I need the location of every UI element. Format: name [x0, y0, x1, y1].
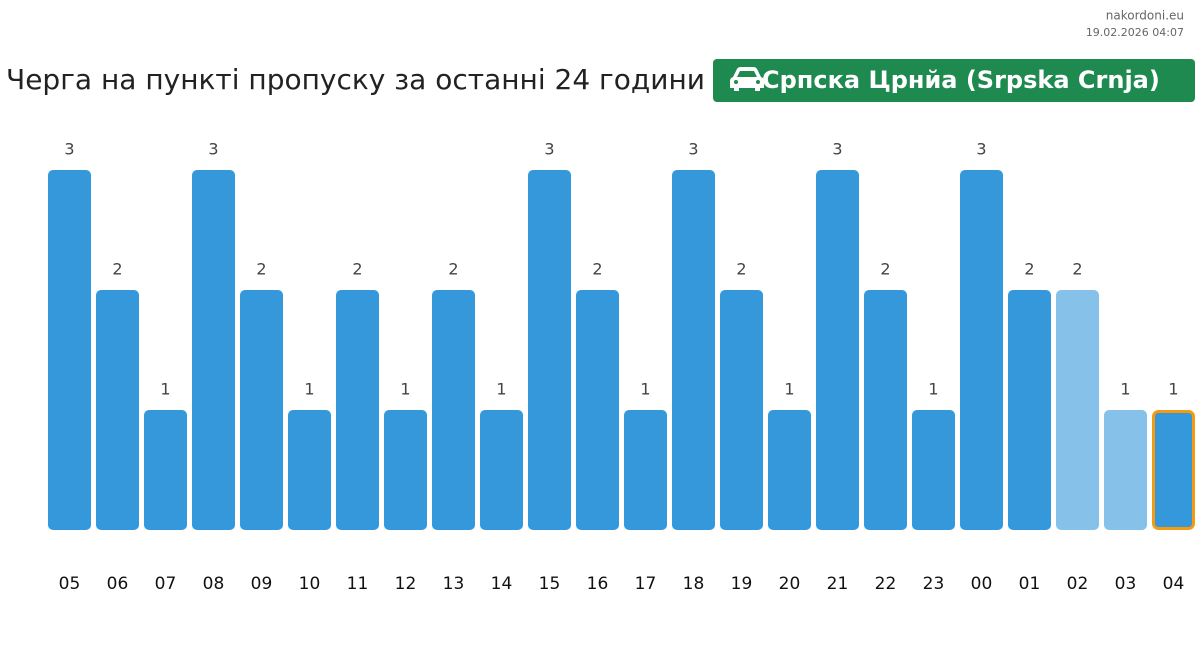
bar: [576, 290, 619, 530]
x-tick-label: 12: [395, 574, 417, 594]
x-tick-label: 05: [59, 574, 81, 594]
value-label: 1: [160, 380, 170, 399]
value-label: 1: [400, 380, 410, 399]
value-label: 1: [496, 380, 506, 399]
bar: [432, 290, 475, 530]
value-label: 3: [544, 140, 554, 159]
x-tick-label: 15: [539, 574, 561, 594]
bar: [192, 170, 235, 530]
value-label: 1: [640, 380, 650, 399]
site-name: nakordoni.eu: [1106, 9, 1184, 23]
x-tick-label: 09: [251, 574, 273, 594]
bar: [1008, 290, 1051, 530]
x-tick-label: 18: [683, 574, 705, 594]
timestamp: 19.02.2026 04:07: [1086, 26, 1184, 39]
value-label: 1: [1168, 380, 1178, 399]
chart-title: Черга на пункті пропуску за останні 24 г…: [6, 63, 705, 96]
value-label: 2: [352, 260, 362, 279]
x-tick-label: 11: [347, 574, 369, 594]
car-icon: [730, 67, 764, 91]
x-tick-label: 08: [203, 574, 225, 594]
x-tick-label: 20: [779, 574, 801, 594]
bar: [144, 410, 187, 530]
value-label: 3: [64, 140, 74, 159]
value-label: 1: [784, 380, 794, 399]
bar: [480, 410, 523, 530]
value-label: 2: [256, 260, 266, 279]
x-tick-label: 16: [587, 574, 609, 594]
value-label: 1: [1120, 380, 1130, 399]
x-tick-label: 07: [155, 574, 177, 594]
x-tick-label: 19: [731, 574, 753, 594]
bar: [336, 290, 379, 530]
value-label: 2: [880, 260, 890, 279]
value-label: 2: [1024, 260, 1034, 279]
bar: [1104, 410, 1147, 530]
value-label: 2: [448, 260, 458, 279]
x-tick-label: 03: [1115, 574, 1137, 594]
x-tick-label: 14: [491, 574, 513, 594]
bar: [1056, 290, 1099, 530]
value-label: 2: [1072, 260, 1082, 279]
bar: [528, 170, 571, 530]
value-label: 3: [208, 140, 218, 159]
x-tick-label: 21: [827, 574, 849, 594]
value-label: 2: [736, 260, 746, 279]
bar: [48, 170, 91, 530]
x-tick-label: 10: [299, 574, 321, 594]
bar: [864, 290, 907, 530]
x-tick-label: 04: [1163, 574, 1185, 594]
value-label: 3: [976, 140, 986, 159]
x-tick-label: 23: [923, 574, 945, 594]
location-badge: [713, 59, 1195, 102]
bar: [720, 290, 763, 530]
x-tick-label: 01: [1019, 574, 1041, 594]
value-label: 1: [304, 380, 314, 399]
bar: [96, 290, 139, 530]
location-name: Српска Црнйа (Srpska Crnja): [762, 66, 1160, 94]
x-tick-label: 17: [635, 574, 657, 594]
value-label: 2: [112, 260, 122, 279]
bar: [1152, 410, 1195, 530]
bar: [672, 170, 715, 530]
bar: [912, 410, 955, 530]
x-tick-label: 22: [875, 574, 897, 594]
value-label: 3: [832, 140, 842, 159]
bar: [384, 410, 427, 530]
x-tick-label: 00: [971, 574, 993, 594]
x-tick-label: 13: [443, 574, 465, 594]
value-label: 3: [688, 140, 698, 159]
bar: [624, 410, 667, 530]
bar: [960, 170, 1003, 530]
bar: [240, 290, 283, 530]
value-label: 1: [928, 380, 938, 399]
bar: [288, 410, 331, 530]
x-tick-label: 06: [107, 574, 129, 594]
bar: [768, 410, 811, 530]
x-tick-label: 02: [1067, 574, 1089, 594]
value-label: 2: [592, 260, 602, 279]
bar: [816, 170, 859, 530]
